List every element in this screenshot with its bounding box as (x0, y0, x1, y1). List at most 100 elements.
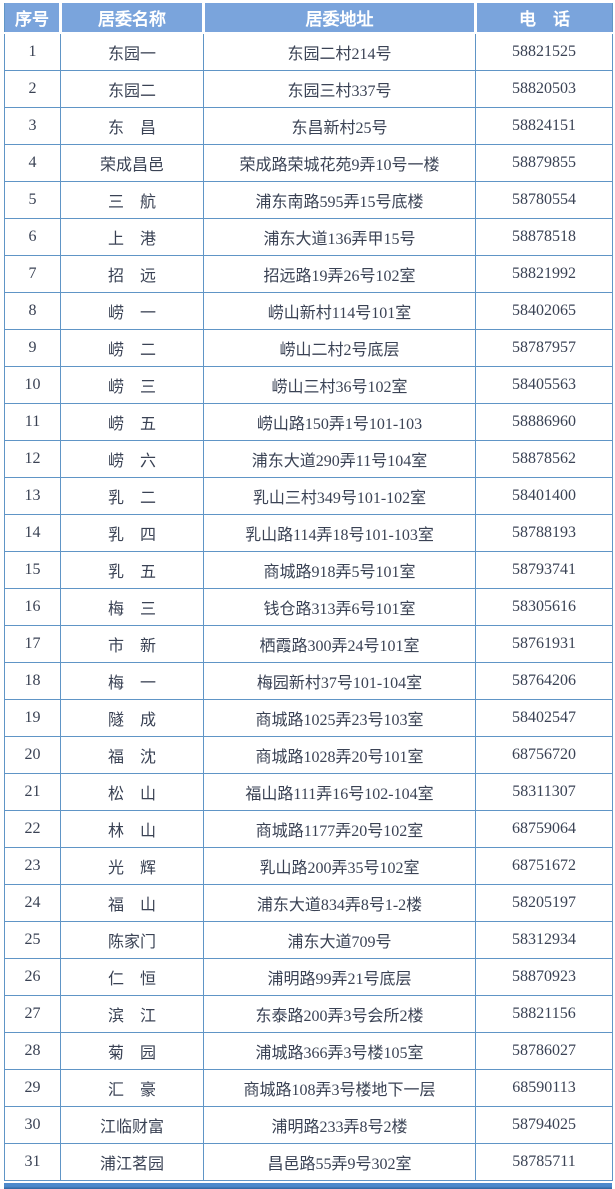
cell-phone: 68756720 (475, 736, 613, 774)
cell-index: 7 (4, 255, 61, 293)
cell-phone: 58788193 (475, 514, 613, 552)
cell-name: 福 沈 (60, 736, 204, 774)
cell-name: 仁 恒 (60, 958, 204, 996)
cell-name: 乳 五 (60, 551, 204, 589)
cell-address: 浦东大道136弄甲15号 (203, 218, 476, 256)
cell-name: 菊 园 (60, 1032, 204, 1070)
cell-index: 17 (4, 625, 61, 663)
cell-name: 乳 二 (60, 477, 204, 515)
cell-address: 乳山三村349号101-102室 (203, 477, 476, 515)
residents-committee-table: 序号 居委名称 居委地址 电 话 1 东园一 东园二村214号 58821525 2 东园… (4, 3, 613, 1181)
table-row: 12 崂 六浦东大道290弄11号104室 58878562 (4, 440, 613, 478)
cell-phone: 58311307 (475, 773, 613, 811)
cell-address: 崂山新村114号101室 (203, 292, 476, 330)
table-row: 19 隧 成商城路1025弄23号103室 58402547 (4, 699, 613, 737)
column-header-phone: 电 话 (475, 3, 613, 34)
cell-address: 崂山路150弄1号101-103 (203, 403, 476, 441)
cell-address: 福山路111弄16号102-104室 (203, 773, 476, 811)
cell-address: 崂山三村36号102室 (203, 366, 476, 404)
cell-index: 18 (4, 662, 61, 700)
cell-phone: 58821525 (475, 33, 613, 71)
cell-name: 乳 四 (60, 514, 204, 552)
table-row: 29 汇 豪商城路108弄3号楼地下一层 68590113 (4, 1069, 613, 1107)
cell-index: 3 (4, 107, 61, 145)
cell-address: 东泰路200弄3号会所2楼 (203, 995, 476, 1033)
cell-index: 24 (4, 884, 61, 922)
cell-address: 钱仓路313弄6号101室 (203, 588, 476, 626)
cell-name: 松 山 (60, 773, 204, 811)
cell-index: 6 (4, 218, 61, 256)
cell-name: 招 远 (60, 255, 204, 293)
column-header-name: 居委名称 (60, 3, 205, 34)
cell-name: 上 港 (60, 218, 204, 256)
column-header-index: 序号 (4, 3, 62, 34)
cell-address: 浦东大道834弄8号1-2楼 (203, 884, 476, 922)
cell-index: 2 (4, 70, 61, 108)
cell-address: 商城路918弄5号101室 (203, 551, 476, 589)
cell-phone: 58401400 (475, 477, 613, 515)
cell-address: 东昌新村25号 (203, 107, 476, 145)
cell-address: 浦明路99弄21号底层 (203, 958, 476, 996)
cell-index: 25 (4, 921, 61, 959)
table-row: 20 福 沈商城路1028弄20号101室 68756720 (4, 736, 613, 774)
cell-phone: 58761931 (475, 625, 613, 663)
cell-phone: 58787957 (475, 329, 613, 367)
table-row: 10 崂 三崂山三村36号102室 58405563 (4, 366, 613, 404)
cell-index: 19 (4, 699, 61, 737)
column-header-address: 居委地址 (203, 3, 477, 34)
table-row: 31 浦江茗园 昌邑路55弄9号302室 58785711 (4, 1143, 613, 1181)
cell-name: 汇 豪 (60, 1069, 204, 1107)
cell-phone: 58886960 (475, 403, 613, 441)
cell-index: 15 (4, 551, 61, 589)
cell-name: 崂 二 (60, 329, 204, 367)
cell-address: 东园二村214号 (203, 33, 476, 71)
cell-phone: 58793741 (475, 551, 613, 589)
cell-phone: 58870923 (475, 958, 613, 996)
table-row: 22 林 山商城路1177弄20号102室 68759064 (4, 810, 613, 848)
table-row: 16 梅 三钱仓路313弄6号101室 58305616 (4, 588, 613, 626)
cell-address: 荣成路荣城花苑9弄10号一楼 (203, 144, 476, 182)
cell-index: 11 (4, 403, 61, 441)
cell-index: 16 (4, 588, 61, 626)
cell-phone: 58820503 (475, 70, 613, 108)
cell-phone: 58878562 (475, 440, 613, 478)
cell-address: 昌邑路55弄9号302室 (203, 1143, 476, 1181)
cell-index: 9 (4, 329, 61, 367)
cell-phone: 58305616 (475, 588, 613, 626)
table-row: 1 东园一 东园二村214号 58821525 (4, 33, 613, 71)
cell-phone: 58786027 (475, 1032, 613, 1070)
cell-address: 浦东大道290弄11号104室 (203, 440, 476, 478)
cell-index: 5 (4, 181, 61, 219)
cell-phone: 68590113 (475, 1069, 613, 1107)
table-row: 23 光 辉乳山路200弄35号102室 68751672 (4, 847, 613, 885)
cell-address: 浦明路233弄8号2楼 (203, 1106, 476, 1144)
cell-address: 浦东大道709号 (203, 921, 476, 959)
cell-name: 荣成昌邑 (60, 144, 204, 182)
cell-phone: 58780554 (475, 181, 613, 219)
cell-phone: 58312934 (475, 921, 613, 959)
cell-name: 崂 一 (60, 292, 204, 330)
cell-phone: 58402065 (475, 292, 613, 330)
cell-name: 江临财富 (60, 1106, 204, 1144)
cell-phone: 58764206 (475, 662, 613, 700)
cell-index: 14 (4, 514, 61, 552)
cell-index: 23 (4, 847, 61, 885)
cell-index: 21 (4, 773, 61, 811)
cell-address: 浦城路366弄3号楼105室 (203, 1032, 476, 1070)
cell-phone: 58824151 (475, 107, 613, 145)
cell-index: 26 (4, 958, 61, 996)
cell-address: 梅园新村37号101-104室 (203, 662, 476, 700)
cell-index: 29 (4, 1069, 61, 1107)
cell-phone: 58402547 (475, 699, 613, 737)
cell-name: 梅 三 (60, 588, 204, 626)
table-row: 11 崂 五崂山路150弄1号101-103 58886960 (4, 403, 613, 441)
table-row: 17 市 新栖霞路300弄24号101室 58761931 (4, 625, 613, 663)
cell-phone: 58879855 (475, 144, 613, 182)
cell-index: 13 (4, 477, 61, 515)
